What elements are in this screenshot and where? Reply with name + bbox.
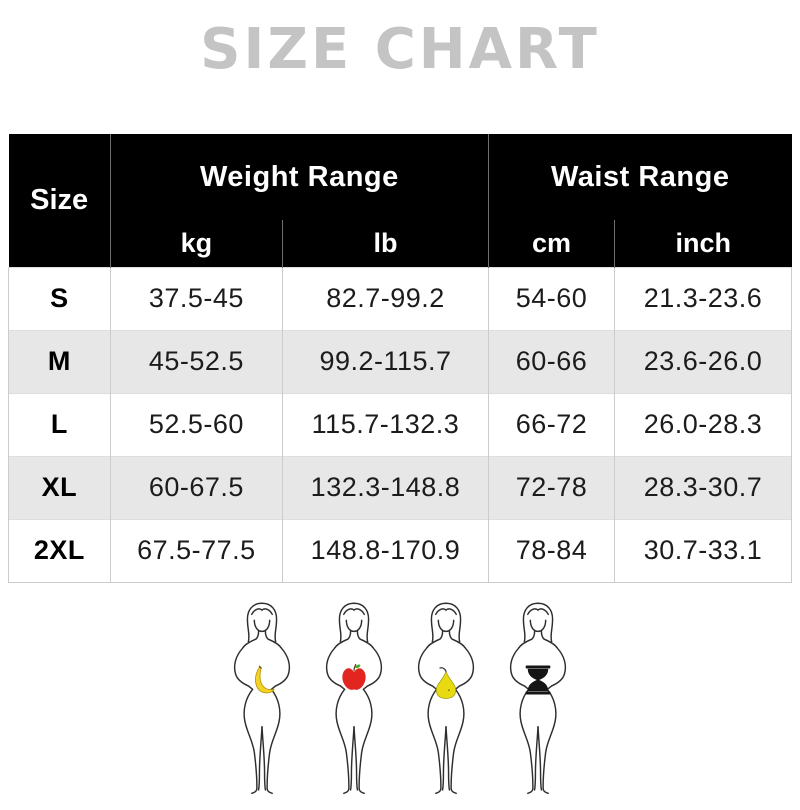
size-chart-table: Size Weight Range Waist Range kg lb cm i… xyxy=(8,134,792,583)
table-row-l: L 52.5-60 115.7-132.3 66-72 26.0-28.3 xyxy=(8,392,792,456)
female-silhouette-icon xyxy=(233,602,291,794)
inch-cell: 26.0-28.3 xyxy=(614,392,792,456)
table-row-m: M 45-52.5 99.2-115.7 60-66 23.6-26.0 xyxy=(8,329,792,393)
col-group-weight-range: Weight Range xyxy=(110,134,489,220)
figure-banana-body xyxy=(222,599,302,795)
lb-cell: 148.8-170.9 xyxy=(282,518,489,583)
lb-cell: 82.7-99.2 xyxy=(282,266,489,330)
lb-cell: 115.7-132.3 xyxy=(282,392,489,456)
kg-cell: 52.5-60 xyxy=(110,392,284,456)
page-title: SIZE CHART xyxy=(200,17,600,82)
inch-cell: 30.7-33.1 xyxy=(614,518,792,583)
size-cell: S xyxy=(8,266,111,330)
cm-cell: 54-60 xyxy=(488,266,616,330)
cm-cell: 78-84 xyxy=(488,518,616,583)
kg-cell: 37.5-45 xyxy=(110,266,284,330)
col-header-inch: inch xyxy=(614,220,792,267)
figure-hourglass-body xyxy=(498,599,578,795)
lb-cell: 132.3-148.8 xyxy=(282,455,489,519)
female-silhouette-icon xyxy=(325,602,383,794)
figure-apple-body xyxy=(314,599,394,795)
figure-pear-body xyxy=(406,599,486,795)
size-cell: XL xyxy=(8,455,111,519)
lb-cell: 99.2-115.7 xyxy=(282,329,489,393)
cm-cell: 72-78 xyxy=(488,455,616,519)
apple-icon xyxy=(342,663,366,690)
kg-cell: 45-52.5 xyxy=(110,329,284,393)
header-unit-row: kg lb cm inch xyxy=(9,220,792,267)
size-cell: L xyxy=(8,392,111,456)
kg-cell: 60-67.5 xyxy=(110,455,284,519)
hourglass-icon xyxy=(525,664,551,694)
col-group-waist-range: Waist Range xyxy=(488,134,792,220)
size-cell: M xyxy=(8,329,111,393)
col-header-cm: cm xyxy=(488,220,616,267)
inch-cell: 28.3-30.7 xyxy=(614,455,792,519)
table-header: Size Weight Range Waist Range kg lb cm i… xyxy=(8,134,792,267)
col-header-kg: kg xyxy=(110,220,284,267)
table-row-xl: XL 60-67.5 132.3-148.8 72-78 28.3-30.7 xyxy=(8,455,792,519)
size-chart-page: { "title": "SIZE CHART", "table": { "siz… xyxy=(0,10,800,810)
col-header-lb: lb xyxy=(282,220,489,267)
female-silhouette-icon xyxy=(509,602,567,794)
inch-cell: 23.6-26.0 xyxy=(614,329,792,393)
banana-icon xyxy=(255,665,275,693)
cm-cell: 60-66 xyxy=(488,329,616,393)
size-cell: 2XL xyxy=(8,518,111,583)
body-type-figures xyxy=(0,599,800,795)
table-row-2xl: 2XL 67.5-77.5 148.8-170.9 78-84 30.7-33.… xyxy=(8,518,792,583)
pear-icon xyxy=(435,666,457,699)
table-row-s: S 37.5-45 82.7-99.2 54-60 21.3-23.6 xyxy=(8,266,792,330)
cm-cell: 66-72 xyxy=(488,392,616,456)
kg-cell: 67.5-77.5 xyxy=(110,518,284,583)
col-header-size: Size xyxy=(8,134,111,267)
inch-cell: 21.3-23.6 xyxy=(614,266,792,330)
header-group-row: Size Weight Range Waist Range xyxy=(8,134,792,267)
